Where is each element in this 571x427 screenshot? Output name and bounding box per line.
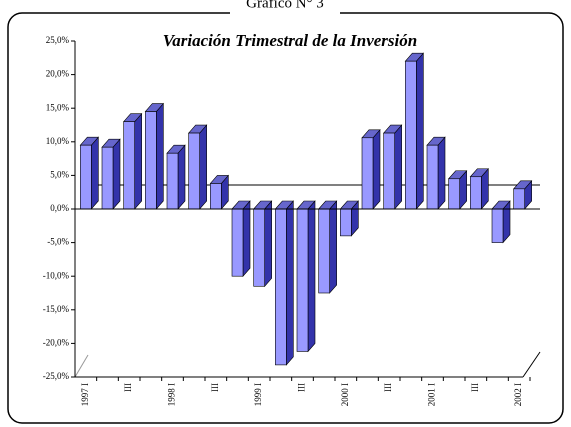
y-tick-label: -10,0% bbox=[43, 270, 70, 280]
x-tick-label: 1998 I bbox=[167, 383, 177, 406]
bar-side bbox=[112, 138, 121, 210]
bar bbox=[231, 208, 244, 277]
header: Gráfico N° 3 bbox=[246, 0, 324, 11]
bar-side bbox=[394, 124, 402, 210]
y-tick-label: -5,0% bbox=[47, 237, 69, 247]
y-tick-label: 20,0% bbox=[46, 69, 70, 79]
x-tick-label: III bbox=[383, 383, 393, 392]
y-tick-label: -20,0% bbox=[43, 337, 70, 347]
y-tick-label: 0,0% bbox=[50, 203, 69, 213]
bar bbox=[318, 208, 330, 294]
bar bbox=[340, 208, 352, 237]
bar-side bbox=[329, 200, 337, 294]
bar bbox=[361, 137, 374, 210]
bar bbox=[296, 208, 309, 352]
x-tick-label: 1997 I bbox=[80, 383, 90, 406]
bar-side bbox=[437, 136, 446, 210]
bar-side bbox=[242, 200, 251, 277]
bar-side bbox=[177, 144, 186, 210]
bar bbox=[405, 60, 417, 210]
bar bbox=[123, 121, 135, 210]
bar bbox=[448, 178, 460, 210]
y-tick-label: 15,0% bbox=[46, 102, 70, 112]
bar-side bbox=[372, 128, 381, 210]
bar bbox=[426, 144, 439, 210]
bar-side bbox=[156, 102, 164, 210]
bar bbox=[470, 176, 482, 210]
bar-side bbox=[134, 112, 142, 210]
x-tick-label: 2002 I bbox=[513, 383, 523, 406]
header-bg bbox=[230, 0, 340, 14]
bar bbox=[383, 132, 395, 210]
x-tick-label: III bbox=[210, 383, 220, 392]
y-tick-label: -25,0% bbox=[43, 371, 70, 381]
bar bbox=[166, 152, 179, 210]
floor-edge bbox=[74, 354, 89, 378]
bar bbox=[513, 188, 525, 210]
bar bbox=[145, 111, 157, 210]
y-tick-label: 5,0% bbox=[50, 169, 69, 179]
bar bbox=[253, 208, 265, 287]
y-tick-label: 25,0% bbox=[46, 35, 70, 45]
x-tick-label: III bbox=[123, 383, 133, 392]
x-tick-label: 2000 I bbox=[340, 383, 350, 406]
bar-side bbox=[307, 200, 316, 353]
y-tick-label: 10,0% bbox=[46, 136, 70, 146]
x-tick-label: 2001 I bbox=[427, 383, 437, 406]
x-tick-label: III bbox=[297, 383, 307, 392]
bar bbox=[491, 208, 504, 243]
bar bbox=[101, 146, 114, 210]
bar-side bbox=[199, 124, 207, 210]
bar bbox=[210, 183, 222, 210]
bar bbox=[188, 132, 200, 210]
bar-side bbox=[91, 136, 99, 210]
bar bbox=[275, 208, 287, 366]
bar-side bbox=[416, 52, 424, 210]
bar-side bbox=[286, 200, 294, 366]
x-tick-label: III bbox=[470, 383, 480, 392]
floor-edge bbox=[522, 351, 541, 378]
bar-side bbox=[264, 200, 272, 288]
x-tick-label: 1999 I bbox=[253, 383, 263, 406]
y-tick-label: -15,0% bbox=[43, 304, 70, 314]
bar bbox=[80, 144, 92, 210]
chart-title: Variación Trimestral de la Inversión bbox=[163, 31, 417, 50]
